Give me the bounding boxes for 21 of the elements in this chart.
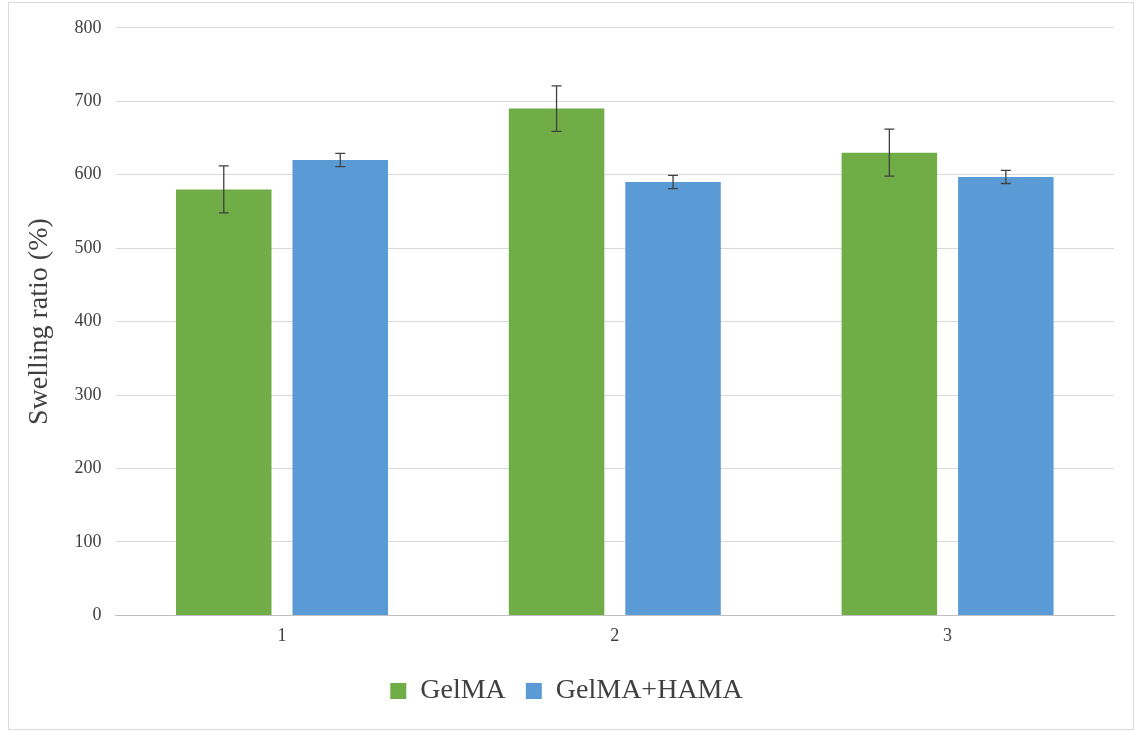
y-tick-label: 800 bbox=[74, 16, 102, 37]
y-tick-label: 0 bbox=[92, 604, 102, 625]
y-tick-label: 400 bbox=[74, 310, 102, 331]
y-axis-title: Swelling ratio (%) bbox=[22, 218, 54, 426]
y-tick-label: 300 bbox=[74, 383, 102, 404]
bar bbox=[292, 160, 388, 615]
y-tick-label: 200 bbox=[74, 457, 102, 478]
y-tick-label: 700 bbox=[74, 89, 102, 110]
bar bbox=[508, 108, 605, 615]
legend-label: GelMA+HAMA bbox=[555, 673, 744, 705]
y-tick-label: 500 bbox=[74, 236, 102, 257]
bar bbox=[958, 176, 1054, 615]
bar bbox=[176, 189, 272, 615]
x-tick-label: 2 bbox=[610, 624, 620, 645]
bar bbox=[841, 152, 938, 615]
bar bbox=[625, 182, 721, 615]
y-tick-label: 100 bbox=[74, 530, 102, 551]
y-tick-label: 600 bbox=[74, 163, 102, 184]
legend-label: GelMA bbox=[420, 673, 507, 705]
x-tick-label: 1 bbox=[277, 624, 287, 645]
x-tick-label: 3 bbox=[943, 624, 953, 645]
